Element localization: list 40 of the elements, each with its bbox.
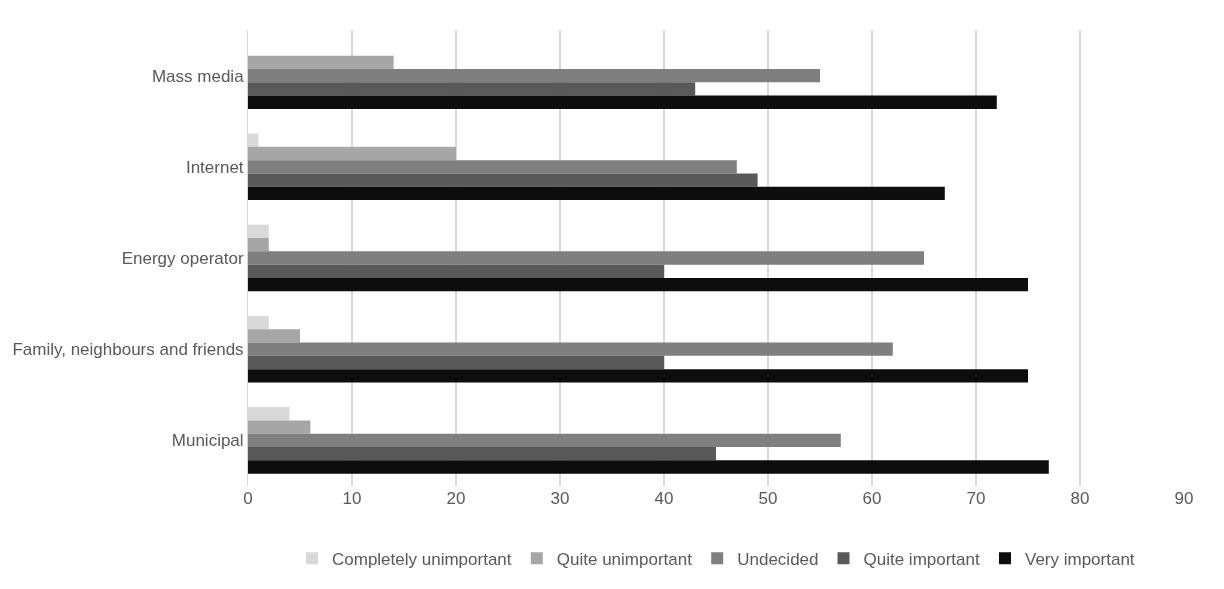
x-tick-label: 30 bbox=[550, 489, 570, 508]
bar bbox=[248, 460, 1049, 474]
y-tick-label: Municipal bbox=[171, 431, 244, 451]
x-tick-label: 0 bbox=[243, 489, 253, 508]
bar bbox=[248, 355, 664, 370]
x-tick-label: 60 bbox=[862, 489, 882, 508]
bar bbox=[248, 173, 758, 187]
y-tick-label: Family, neighbours and friends bbox=[12, 340, 244, 360]
bar bbox=[248, 160, 737, 174]
bar bbox=[248, 55, 394, 69]
legend-label: Quite unimportant bbox=[556, 549, 693, 569]
bar bbox=[248, 342, 893, 356]
x-tick-label: 20 bbox=[446, 489, 466, 508]
bar bbox=[248, 369, 1028, 383]
bar bbox=[248, 433, 841, 448]
bar bbox=[248, 264, 664, 278]
x-tick-label: 70 bbox=[966, 489, 986, 508]
legend-label: Very important bbox=[1024, 549, 1135, 569]
bar bbox=[248, 95, 997, 109]
bar bbox=[248, 82, 696, 96]
y-tick-label: Energy operator bbox=[121, 248, 244, 268]
y-tick-label: Mass media bbox=[151, 66, 245, 86]
bar bbox=[248, 277, 1028, 292]
x-tick-label: 90 bbox=[1174, 489, 1194, 508]
bar bbox=[248, 251, 924, 265]
legend-label: Completely unimportant bbox=[332, 549, 512, 569]
bar bbox=[248, 329, 300, 343]
x-tick-label: 40 bbox=[654, 489, 674, 508]
legend-label: Quite important bbox=[863, 549, 980, 569]
bar bbox=[248, 420, 311, 434]
bar bbox=[248, 146, 456, 161]
x-tick-label: 80 bbox=[1070, 489, 1090, 508]
bar bbox=[248, 186, 945, 201]
bar bbox=[248, 68, 820, 83]
x-tick-label: 10 bbox=[342, 489, 362, 508]
y-tick-label: Internet bbox=[185, 157, 244, 177]
bar bbox=[248, 238, 269, 252]
x-tick-label: 50 bbox=[758, 489, 778, 508]
legend-label: Undecided bbox=[737, 549, 819, 569]
bar bbox=[248, 447, 716, 461]
